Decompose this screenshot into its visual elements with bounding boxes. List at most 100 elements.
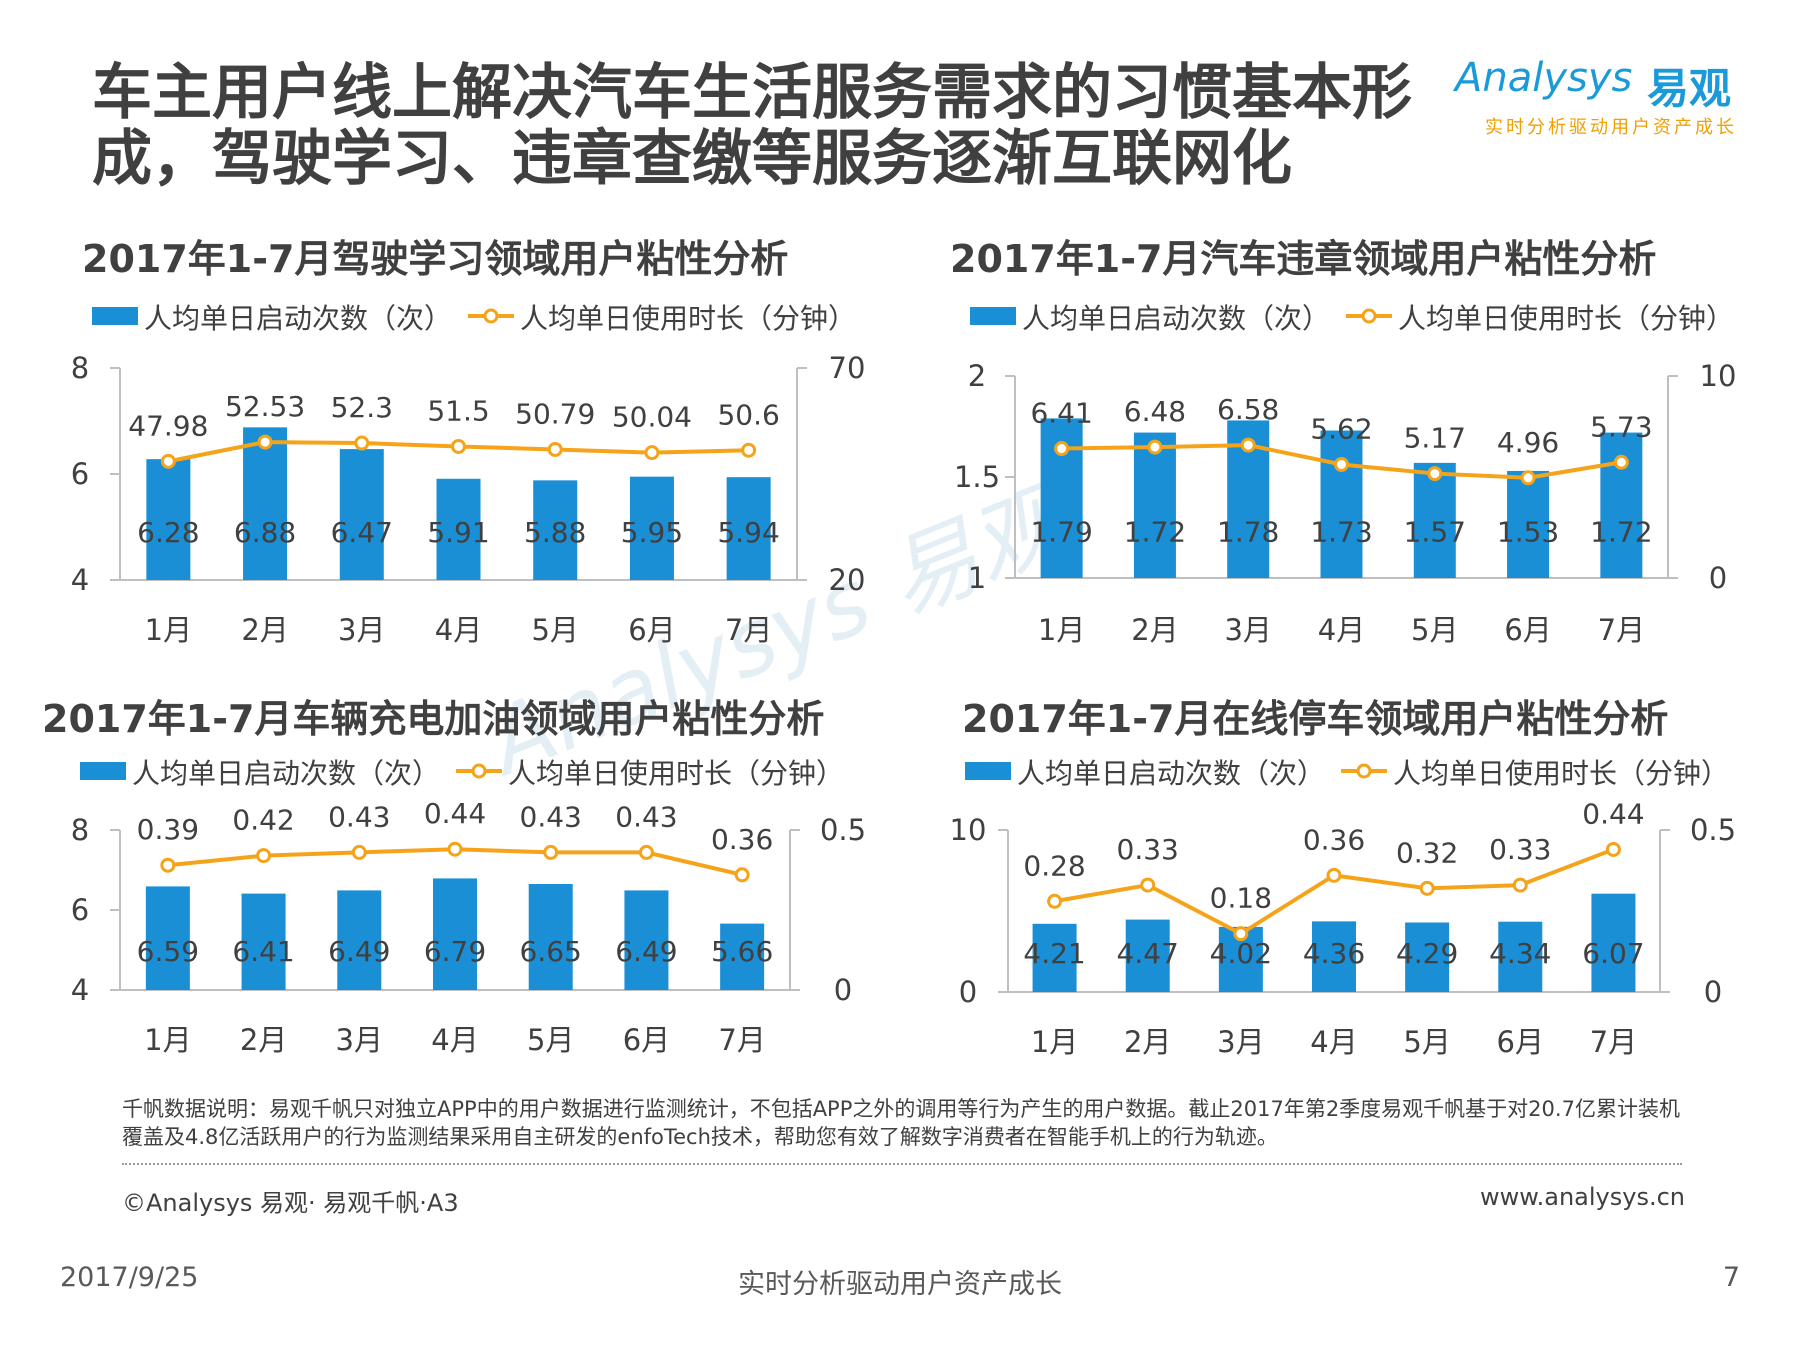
x-tick-label: 4月 [431, 1023, 478, 1057]
right-tick-label: 10 [1700, 359, 1737, 393]
line-point-2月 [1140, 877, 1156, 893]
bar-value-label: 6.65 [520, 935, 582, 968]
line-value-label: 5.62 [1310, 412, 1372, 445]
x-tick-label: 2月 [240, 1023, 287, 1057]
analysys-logo: Analysys 易观 实时分析驱动用户资产成长 [1455, 55, 1755, 145]
bar-value-label: 4.36 [1303, 937, 1365, 970]
x-tick-label: 4月 [1310, 1025, 1357, 1059]
chart-driving-learning: 人均单日启动次数（次） 人均单日使用时长（分钟） 4 6 8 20 70 6.28 6.88 6.… [71, 302, 866, 647]
bar-value-label: 1.57 [1404, 516, 1466, 549]
line-point-5月 [547, 441, 563, 457]
line-value-label: 6.48 [1124, 395, 1186, 428]
bar-5月 [1413, 462, 1456, 578]
line-point-4月 [1334, 456, 1349, 472]
right-tick-label: 0 [1709, 561, 1727, 595]
bar-value-label: 6.07 [1582, 937, 1644, 970]
bar-2月 [243, 427, 288, 580]
line-value-label: 6.41 [1030, 397, 1092, 430]
legend-bar-label: 人均单日启动次数（次） [132, 757, 440, 790]
bar-value-label: 1.53 [1497, 516, 1559, 549]
bar-value-label: 6.47 [331, 516, 393, 549]
legend: 人均单日启动次数（次） 人均单日使用时长（分钟） [80, 757, 844, 790]
bar-6月 [624, 890, 669, 990]
right-tick-label: 70 [829, 351, 866, 385]
line-value-label: 4.96 [1497, 426, 1559, 459]
line-value-label: 0.32 [1396, 836, 1458, 869]
bar-value-label: 6.49 [328, 935, 390, 968]
line-point-6月 [1520, 470, 1536, 486]
line-point-1月 [1047, 893, 1063, 909]
legend-bar-swatch [80, 762, 126, 780]
bar-value-label: 6.28 [137, 516, 199, 549]
bar-4月 [1320, 430, 1363, 578]
line-point-3月 [1240, 437, 1256, 453]
line-value-label: 50.04 [612, 401, 692, 434]
x-tick-label: 1月 [1031, 1025, 1078, 1059]
bar-value-label: 1.73 [1310, 516, 1372, 549]
line-point-2月 [257, 434, 273, 450]
footer-date: 2017/9/25 [60, 1262, 199, 1293]
x-tick-label: 7月 [1590, 1025, 1637, 1059]
bar-value-label: 4.21 [1023, 937, 1085, 970]
legend-line-label: 人均单日使用时长（分钟） [1393, 757, 1729, 790]
x-tick-label: 5月 [1411, 613, 1458, 647]
bar-7月 [1600, 432, 1643, 578]
bar-1月 [146, 459, 191, 580]
left-tick-label: 4 [71, 563, 89, 597]
line-value-label: 0.33 [1117, 833, 1179, 866]
bar-4月 [1312, 921, 1356, 992]
line-value-label: 47.98 [128, 409, 208, 442]
bar-5月 [1405, 922, 1450, 992]
bar-2月 [241, 893, 286, 990]
legend-bar-label: 人均单日启动次数（次） [1022, 302, 1330, 335]
x-tick-label: 5月 [531, 613, 578, 647]
x-tick-label: 3月 [1217, 1025, 1264, 1059]
bar-1月 [1032, 923, 1077, 992]
line-point-3月 [1233, 926, 1249, 942]
x-tick-label: 5月 [1403, 1025, 1450, 1059]
line-point-5月 [1427, 466, 1443, 482]
line-point-6月 [644, 445, 660, 461]
left-tick-label: 1 [968, 561, 986, 595]
line-value-label: 0.43 [615, 800, 677, 833]
legend-bar-swatch [92, 307, 138, 325]
bar-6月 [1507, 470, 1550, 578]
x-tick-label: 2月 [241, 613, 288, 647]
x-tick-label: 6月 [628, 613, 675, 647]
left-tick-label: 0 [959, 975, 977, 1009]
legend-bar-swatch [965, 762, 1011, 780]
x-tick-label: 4月 [1318, 613, 1365, 647]
bar-value-label: 5.95 [621, 516, 683, 549]
line-value-label: 6.58 [1217, 393, 1279, 426]
bar-1月 [145, 886, 190, 990]
line-point-7月 [734, 867, 750, 883]
bar-value-label: 4.47 [1117, 937, 1179, 970]
website-link[interactable]: www.analysys.cn [1479, 1183, 1685, 1211]
x-tick-label: 3月 [1224, 613, 1271, 647]
line-value-label: 0.36 [1303, 823, 1365, 856]
legend-line-marker [471, 763, 487, 779]
legend-line-label: 人均单日使用时长（分钟） [508, 757, 844, 790]
bar-value-label: 6.88 [234, 516, 296, 549]
bar-7月 [720, 923, 765, 990]
legend-line-marker [1356, 763, 1372, 779]
line-value-label: 52.53 [225, 390, 305, 423]
line-point-7月 [1605, 841, 1621, 857]
line-point-5月 [543, 844, 559, 860]
chart-title-driving: 2017年1-7月驾驶学习领域用户粘性分析 [82, 237, 789, 281]
line-value-label: 0.39 [137, 813, 199, 846]
bar-7月 [726, 477, 771, 580]
bar-4月 [436, 478, 481, 580]
line-point-4月 [451, 438, 466, 454]
line-value-label: 0.44 [424, 797, 486, 830]
legend-bar-swatch [970, 307, 1016, 325]
footer-slogan: 实时分析驱动用户资产成长 [738, 1269, 1062, 1300]
page-number: 7 [1722, 1262, 1740, 1293]
left-tick-label: 6 [71, 893, 89, 927]
bar-value-label: 5.66 [711, 935, 773, 968]
left-tick-label: 8 [71, 351, 89, 385]
line-value-label: 50.79 [515, 397, 595, 430]
line-value-label: 52.3 [331, 391, 393, 424]
legend-bar-label: 人均单日启动次数（次） [144, 302, 452, 335]
